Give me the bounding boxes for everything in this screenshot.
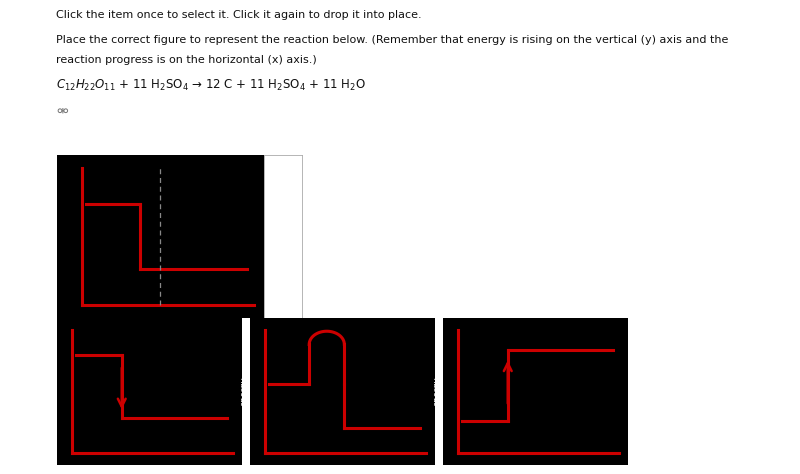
Y-axis label: energy: energy: [46, 220, 56, 252]
X-axis label: reaction progress: reaction progress: [498, 466, 572, 474]
Text: $C_{12}H_{22}O_{11}$ + 11 H$_2$SO$_4$ → 12 C + 11 H$_2$SO$_4$ + 11 H$_2$O: $C_{12}H_{22}O_{11}$ + 11 H$_2$SO$_4$ → …: [56, 78, 366, 93]
Y-axis label: energy: energy: [46, 377, 56, 406]
Y-axis label: energy: energy: [240, 377, 249, 406]
Y-axis label: energy: energy: [433, 377, 442, 406]
X-axis label: reaction progress: reaction progress: [121, 319, 200, 328]
X-axis label: reaction progress: reaction progress: [306, 466, 379, 474]
Text: Click the item once to select it. Click it again to drop it into place.: Click the item once to select it. Click …: [56, 10, 422, 20]
X-axis label: reaction progress: reaction progress: [113, 466, 186, 474]
Text: Place the correct figure to represent the reaction below. (Remember that energy : Place the correct figure to represent th…: [56, 35, 728, 45]
Text: ⚮: ⚮: [56, 105, 68, 119]
Text: reaction progress is on the horizontal (x) axis.): reaction progress is on the horizontal (…: [56, 55, 317, 65]
